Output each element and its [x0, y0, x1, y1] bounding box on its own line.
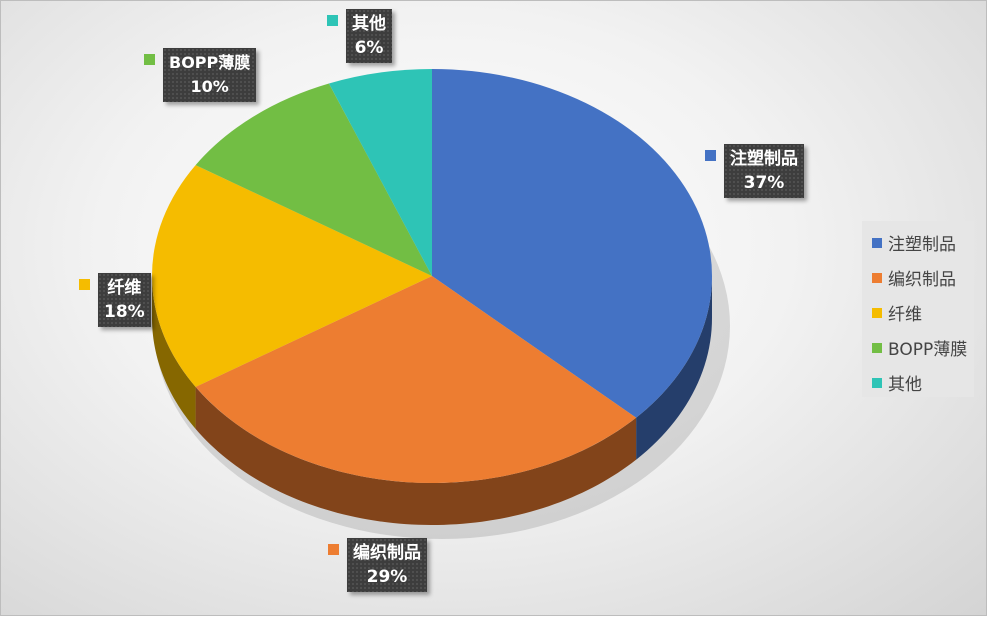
- slice-0[interactable]: [432, 69, 712, 418]
- legend-label: 其他: [888, 375, 922, 395]
- label-swatch: [79, 279, 90, 290]
- legend-label: 注塑制品: [888, 235, 956, 255]
- label-value: 18%: [104, 302, 145, 322]
- label-value: 6%: [354, 38, 384, 58]
- label-swatch: [705, 150, 716, 161]
- data-label-1: 编织制品 29%: [328, 538, 427, 592]
- label-swatch: [328, 544, 339, 555]
- legend-item: BOPP薄膜: [862, 330, 974, 365]
- slice-3[interactable]: [195, 83, 432, 276]
- legend-swatch: [872, 307, 882, 318]
- label-category: 注塑制品: [730, 149, 798, 169]
- label-category: 编织制品: [353, 543, 421, 563]
- legend-item: 编织制品: [862, 260, 974, 295]
- legend-item: 其他: [862, 365, 974, 400]
- label-swatch: [144, 54, 155, 65]
- legend-item: 纤维: [862, 295, 974, 330]
- legend: 注塑制品 编织制品 纤维 BOPP薄膜 其他: [862, 221, 974, 397]
- slice-1[interactable]: [195, 276, 637, 484]
- legend-item: 注塑制品: [862, 225, 974, 260]
- label-swatch: [327, 15, 338, 26]
- legend-swatch: [872, 272, 882, 283]
- legend-label: 纤维: [888, 305, 922, 325]
- slice-side-0: [636, 275, 712, 460]
- label-category: BOPP薄膜: [169, 53, 251, 72]
- slice-side-1: [195, 386, 637, 525]
- slice-side-2: [152, 273, 196, 429]
- label-value: 37%: [743, 173, 785, 193]
- legend-label: BOPP薄膜: [888, 340, 968, 360]
- data-label-2: 纤维 18%: [79, 273, 151, 327]
- slice-4[interactable]: [328, 69, 432, 276]
- data-label-3: BOPP薄膜 10%: [144, 48, 257, 102]
- label-value: 29%: [366, 567, 408, 587]
- data-label-4: 其他 6%: [327, 9, 392, 63]
- label-category: 纤维: [107, 278, 142, 298]
- slice-2[interactable]: [151, 165, 432, 387]
- label-category: 其他: [352, 14, 386, 34]
- legend-label: 编织制品: [888, 270, 956, 290]
- legend-swatch: [872, 342, 882, 353]
- legend-swatch: [872, 237, 882, 248]
- legend-swatch: [872, 377, 882, 388]
- data-label-0: 注塑制品 37%: [705, 144, 804, 198]
- label-value: 10%: [190, 77, 229, 96]
